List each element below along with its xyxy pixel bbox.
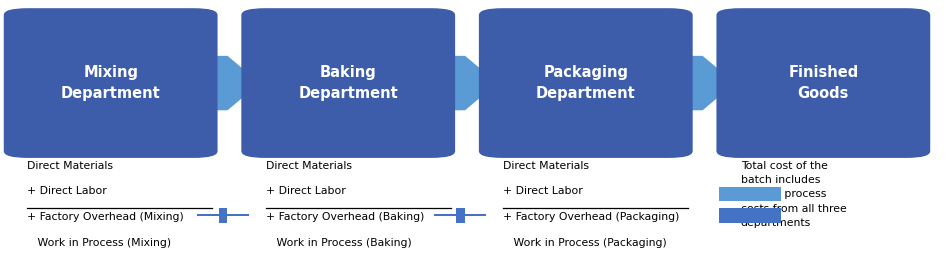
Text: + Factory Overhead (Mixing): + Factory Overhead (Mixing) (27, 212, 184, 222)
Text: Finished
Goods: Finished Goods (787, 65, 858, 101)
Polygon shape (195, 56, 260, 110)
FancyBboxPatch shape (716, 8, 929, 158)
FancyBboxPatch shape (4, 8, 217, 158)
Text: Direct Materials: Direct Materials (266, 161, 351, 171)
FancyBboxPatch shape (456, 208, 465, 222)
Text: + Direct Labor: + Direct Labor (503, 186, 583, 197)
Text: Work in Process (Baking): Work in Process (Baking) (266, 238, 411, 248)
Text: Direct Materials: Direct Materials (27, 161, 113, 171)
Text: Direct Materials: Direct Materials (503, 161, 588, 171)
Text: Mixing
Department: Mixing Department (61, 65, 160, 101)
Polygon shape (432, 56, 497, 110)
Text: + Factory Overhead (Packaging): + Factory Overhead (Packaging) (503, 212, 679, 222)
Text: Packaging
Department: Packaging Department (535, 65, 635, 101)
Text: Total cost of the
batch includes
work in process
costs from all three
department: Total cost of the batch includes work in… (740, 161, 845, 228)
Text: Work in Process (Packaging): Work in Process (Packaging) (503, 238, 666, 248)
Text: + Direct Labor: + Direct Labor (27, 186, 107, 197)
Text: + Factory Overhead (Baking): + Factory Overhead (Baking) (266, 212, 424, 222)
FancyBboxPatch shape (478, 8, 692, 158)
FancyBboxPatch shape (718, 186, 780, 202)
Text: Baking
Department: Baking Department (298, 65, 398, 101)
FancyBboxPatch shape (241, 8, 455, 158)
Polygon shape (669, 56, 734, 110)
Text: + Direct Labor: + Direct Labor (266, 186, 345, 197)
FancyBboxPatch shape (196, 214, 248, 216)
FancyBboxPatch shape (718, 208, 780, 223)
Text: Work in Process (Mixing): Work in Process (Mixing) (27, 238, 171, 248)
FancyBboxPatch shape (218, 208, 227, 222)
FancyBboxPatch shape (434, 214, 486, 216)
